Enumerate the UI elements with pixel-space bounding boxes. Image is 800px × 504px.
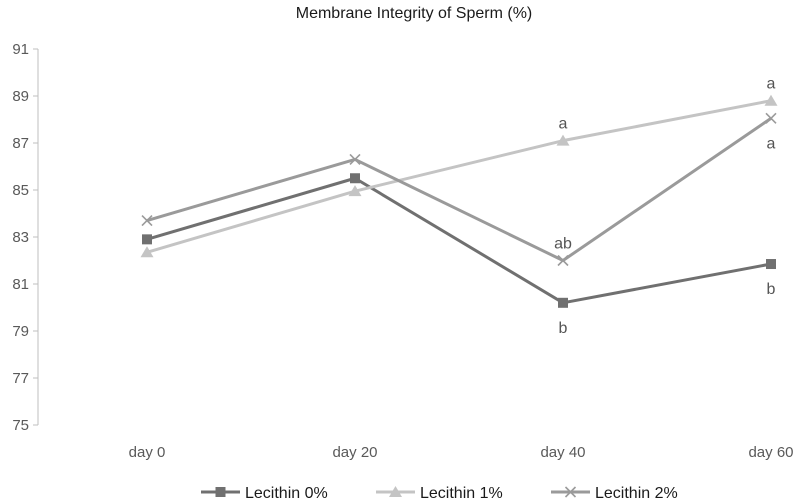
data-point bbox=[348, 185, 362, 197]
y-tick-label: 79 bbox=[12, 323, 29, 340]
significance-label: ab bbox=[554, 236, 572, 253]
data-point bbox=[556, 134, 570, 146]
significance-label: a bbox=[767, 76, 776, 93]
series-line bbox=[146, 176, 772, 305]
y-tick-label: 77 bbox=[12, 370, 29, 387]
series-1 bbox=[142, 173, 776, 308]
significance-label: a bbox=[559, 116, 568, 133]
series-layer bbox=[140, 94, 778, 308]
data-point bbox=[558, 297, 568, 308]
significance-label: b bbox=[767, 281, 776, 298]
y-tick-label: 83 bbox=[12, 229, 29, 246]
data-point bbox=[142, 234, 152, 245]
legend: Lecithin 0% Lecithin 1% Lecithin 2% bbox=[201, 485, 678, 502]
x-tick-label: day 0 bbox=[129, 444, 166, 461]
x-tick-label: day 60 bbox=[748, 444, 793, 461]
data-point bbox=[350, 173, 360, 184]
legend-item: Lecithin 0% bbox=[201, 485, 328, 502]
series-2 bbox=[140, 94, 778, 258]
y-tick-label: 75 bbox=[12, 417, 29, 434]
y-tick-label: 87 bbox=[12, 135, 29, 152]
y-tick-label: 91 bbox=[12, 41, 29, 58]
legend-swatch-marker bbox=[215, 487, 226, 497]
data-point bbox=[557, 254, 569, 267]
y-tick-label: 85 bbox=[12, 182, 29, 199]
data-point bbox=[764, 94, 778, 106]
significance-label: b bbox=[559, 320, 568, 337]
legend-label: Lecithin 1% bbox=[420, 485, 503, 502]
x-tick-label: day 40 bbox=[540, 444, 585, 461]
x-axis: day 0 day 20 day 40 day 60 bbox=[129, 444, 794, 461]
chart-title: Membrane Integrity of Sperm (%) bbox=[296, 5, 533, 22]
legend-label: Lecithin 2% bbox=[595, 485, 678, 502]
y-axis: 75 77 79 81 83 85 87 89 91 bbox=[12, 41, 39, 434]
legend-swatch-marker bbox=[389, 486, 402, 497]
significance-label: a bbox=[767, 135, 776, 152]
data-point bbox=[765, 112, 777, 124]
legend-item: Lecithin 1% bbox=[376, 485, 503, 502]
data-point bbox=[766, 259, 776, 270]
legend-swatch-marker bbox=[564, 486, 577, 498]
data-point bbox=[141, 214, 153, 227]
x-tick-label: day 20 bbox=[332, 444, 377, 461]
legend-item: Lecithin 2% bbox=[551, 485, 678, 502]
series-3 bbox=[141, 112, 777, 267]
data-point bbox=[349, 153, 361, 166]
data-point bbox=[140, 246, 154, 258]
series-line bbox=[146, 117, 772, 262]
y-tick-label: 89 bbox=[12, 88, 29, 105]
y-tick-label: 81 bbox=[12, 276, 29, 293]
legend-label: Lecithin 0% bbox=[245, 485, 328, 502]
series-line bbox=[146, 99, 772, 254]
